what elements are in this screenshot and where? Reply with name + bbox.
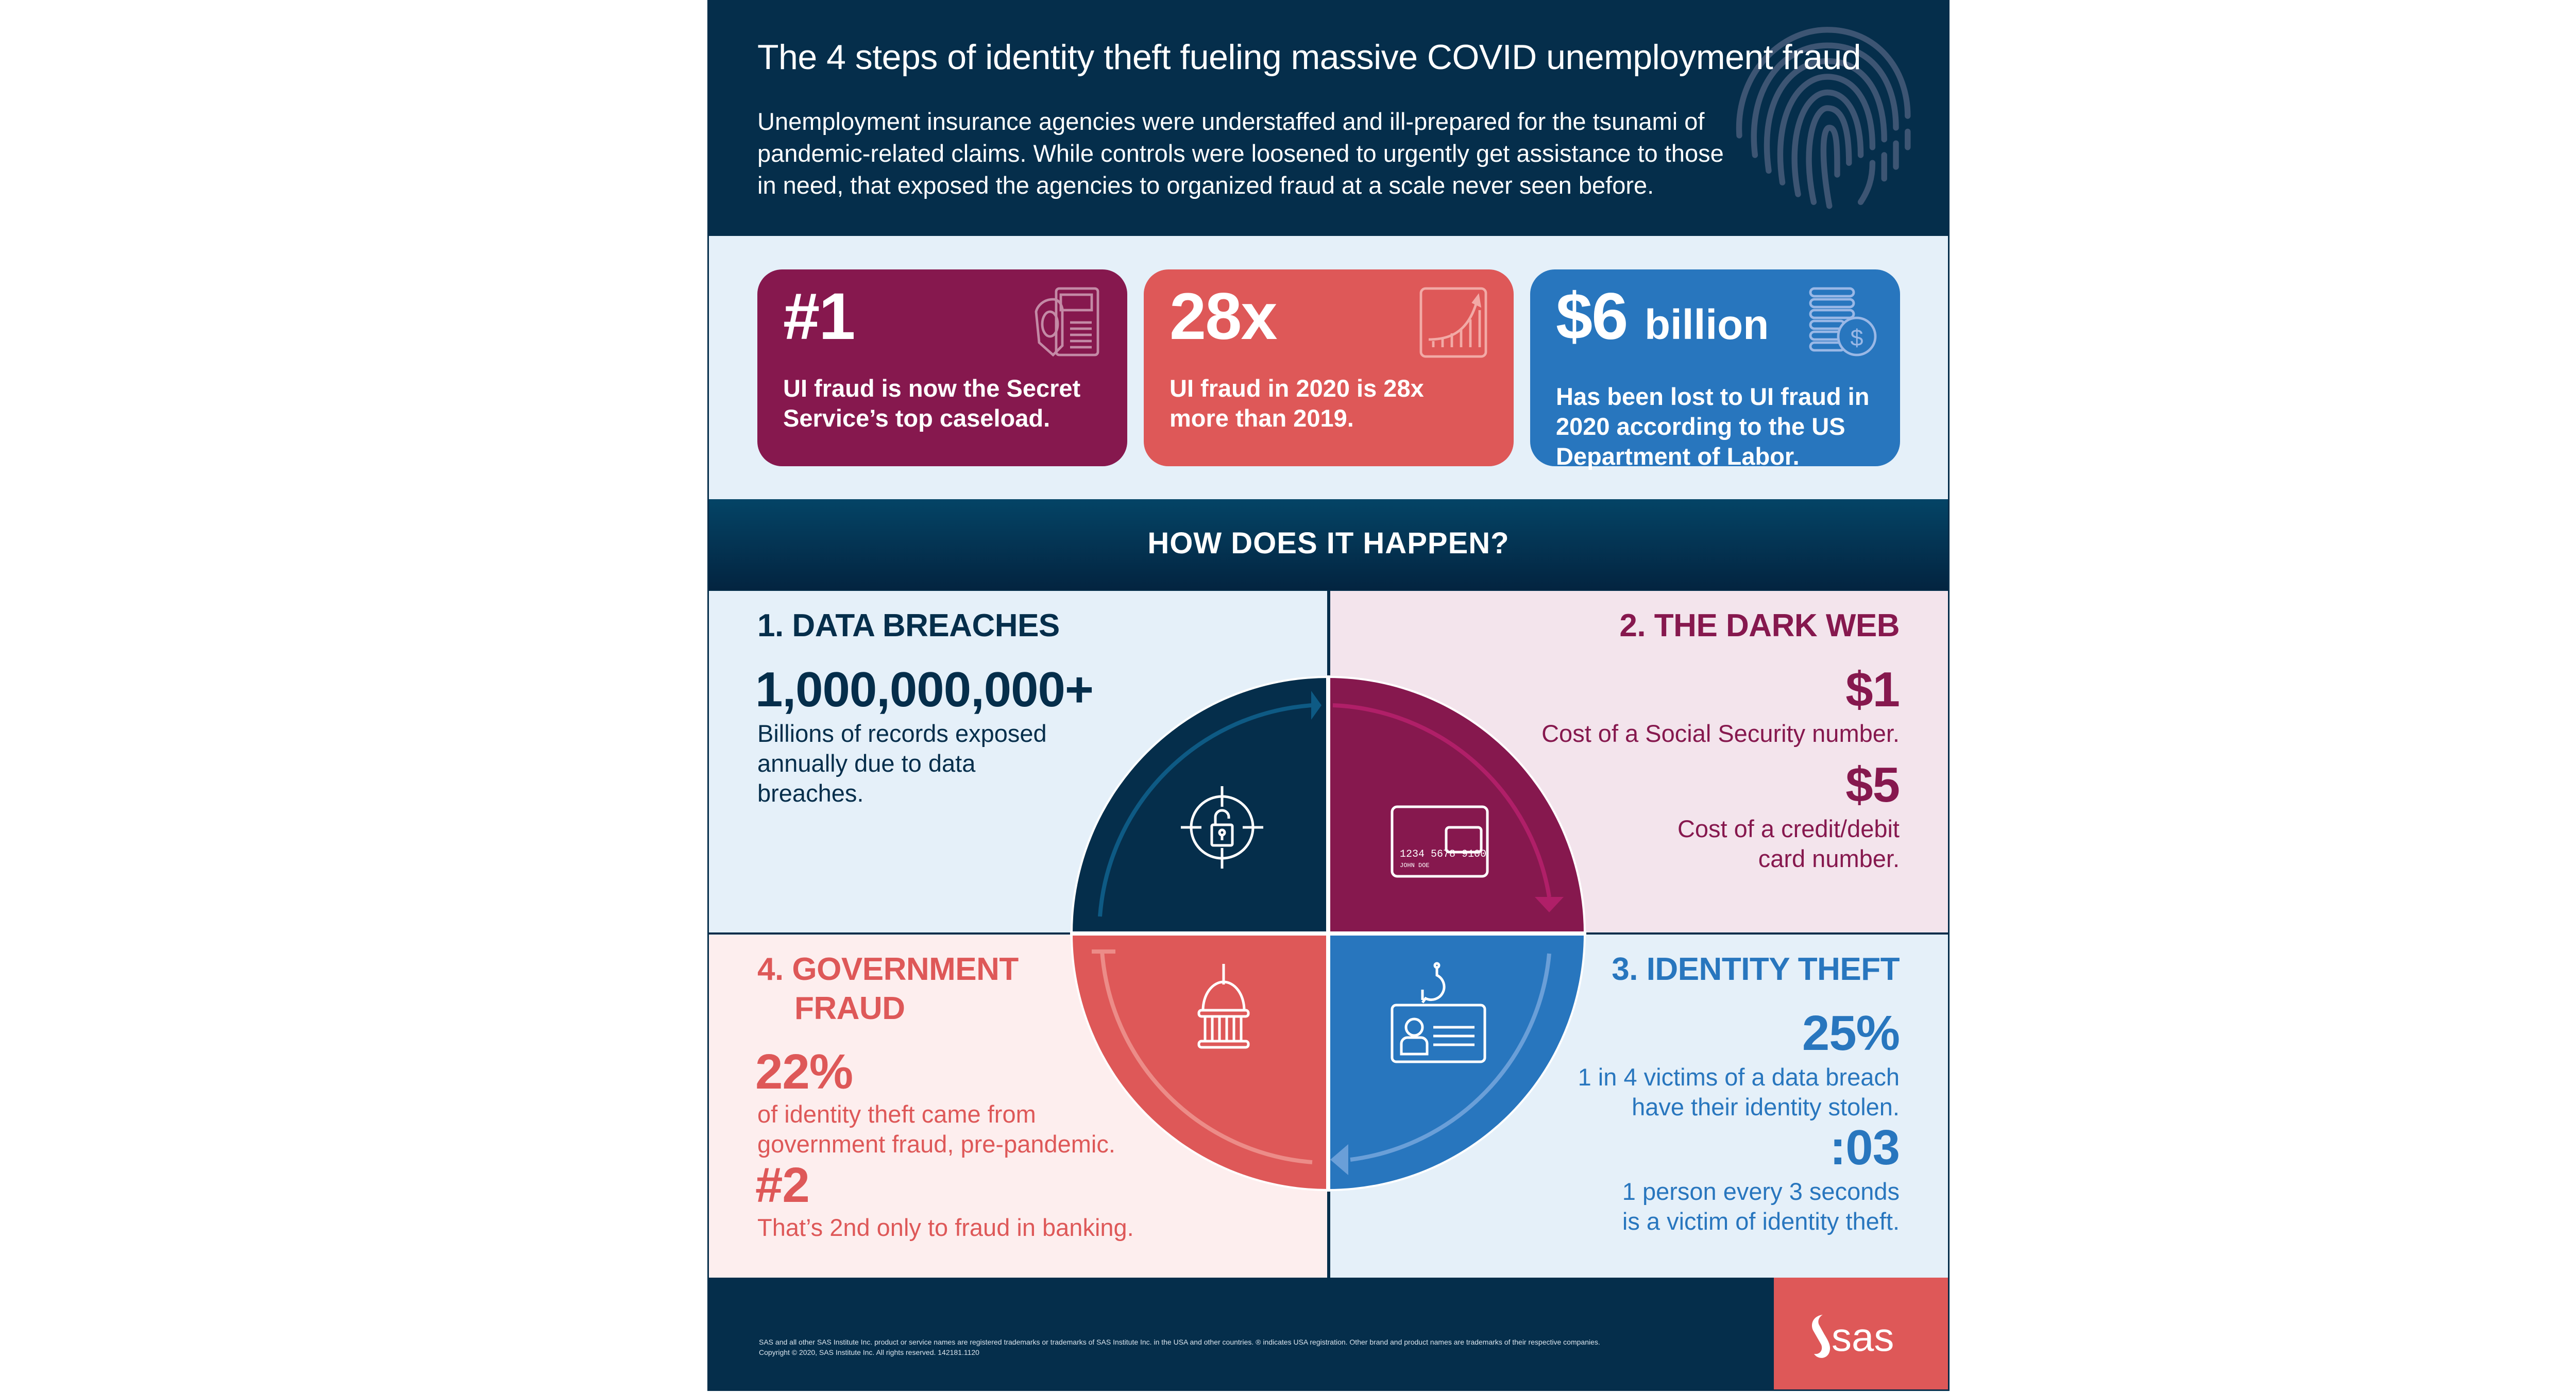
step-heading: 3. IDENTITY THEFT [1612,952,1900,987]
step-heading: 1. DATA BREACHES [757,608,1060,643]
cycle-diagram: 1234 5678 9100 JOHN DOE [1070,675,1586,1192]
step-stat: $1 [1845,662,1900,717]
step-stat: #2 [755,1158,810,1213]
step-stat: 22% [755,1044,853,1099]
svg-text:1234 5678 9100: 1234 5678 9100 [1400,848,1486,860]
step-stat: 25% [1802,1006,1900,1061]
stat-description: UI fraud is now the Secret Service’s top… [783,375,1081,432]
step-text: Cost of a Social Security number. [1541,720,1900,747]
stat-card-secret-service: #1 UI fraud is now the Secret Service’s … [757,269,1127,466]
fingerprint-icon [1736,27,1911,209]
stat-description: Has been lost to UI fraud in 2020 accord… [1556,383,1870,470]
step-text: Billions of records exposed annually due… [757,720,1047,807]
intro-text: Unemployment insurance agencies were und… [757,108,1724,199]
shield-document-icon [1035,287,1099,357]
infographic: The 4 steps of identity theft fueling ma… [707,0,1950,1391]
step-heading: 4. GOVERNMENT FRAUD [757,952,1019,1026]
coin-stack-icon: $ [1809,287,1877,357]
step-text: 1 person every 3 seconds is a victim of … [1622,1178,1900,1235]
how-does-it-happen-banner: HOW DOES IT HAPPEN? [709,499,1948,590]
svg-text:sas: sas [1832,1314,1894,1360]
stat-card-6-billion: $ $6 billion Has been lost to UI fraud i… [1530,269,1900,470]
step-heading: 2. THE DARK WEB [1619,608,1900,643]
footer: SAS and all other SAS Institute Inc. pro… [709,1278,1948,1389]
rising-chart-icon [1419,287,1487,358]
sas-logo-mark-icon: sas [1812,1314,1894,1360]
section-heading: HOW DOES IT HAPPEN? [1147,527,1510,560]
stats-band: #1 UI fraud is now the Secret Service’s … [709,236,1948,499]
arrow-right-icon [1311,691,1321,720]
credit-card-icon: 1234 5678 9100 JOHN DOE [1391,805,1489,878]
svg-text:JOHN DOE: JOHN DOE [1400,862,1430,869]
legal-text: SAS and all other SAS Institute Inc. pro… [759,1338,1600,1356]
sas-logo[interactable]: sas [1774,1278,1948,1389]
unlocked-padlock-target-icon [1181,786,1263,869]
stat-description: UI fraud in 2020 is 28x more than 2019. [1170,375,1424,432]
arrow-down-icon [1535,897,1564,912]
stat-card-28x: 28x UI fraud in 2020 is 28x more than 20… [1144,269,1514,466]
stat-value: #1 [783,280,855,353]
hooked-id-card-icon [1391,962,1486,1063]
page-title: The 4 steps of identity theft fueling ma… [757,38,1861,77]
capitol-building-icon [1197,964,1250,1049]
step-text: of identity theft came from government f… [757,1100,1115,1158]
segment-government-fraud [1073,933,1328,1189]
step-text: That’s 2nd only to fraud in banking. [757,1214,1134,1241]
step-text: 1 in 4 victims of a data breach have the… [1578,1063,1900,1121]
arrow-left-icon [1330,1144,1348,1175]
step-stat: :03 [1829,1120,1900,1175]
stat-value: $6 billion [1556,280,1769,353]
step-stat: 1,000,000,000+ [755,662,1094,717]
step-stat: $5 [1845,757,1900,812]
svg-text:$: $ [1850,325,1863,351]
stat-value: 28x [1170,280,1278,353]
header: The 4 steps of identity theft fueling ma… [707,0,1950,236]
step-text: Cost of a credit/debit card number. [1677,815,1900,872]
